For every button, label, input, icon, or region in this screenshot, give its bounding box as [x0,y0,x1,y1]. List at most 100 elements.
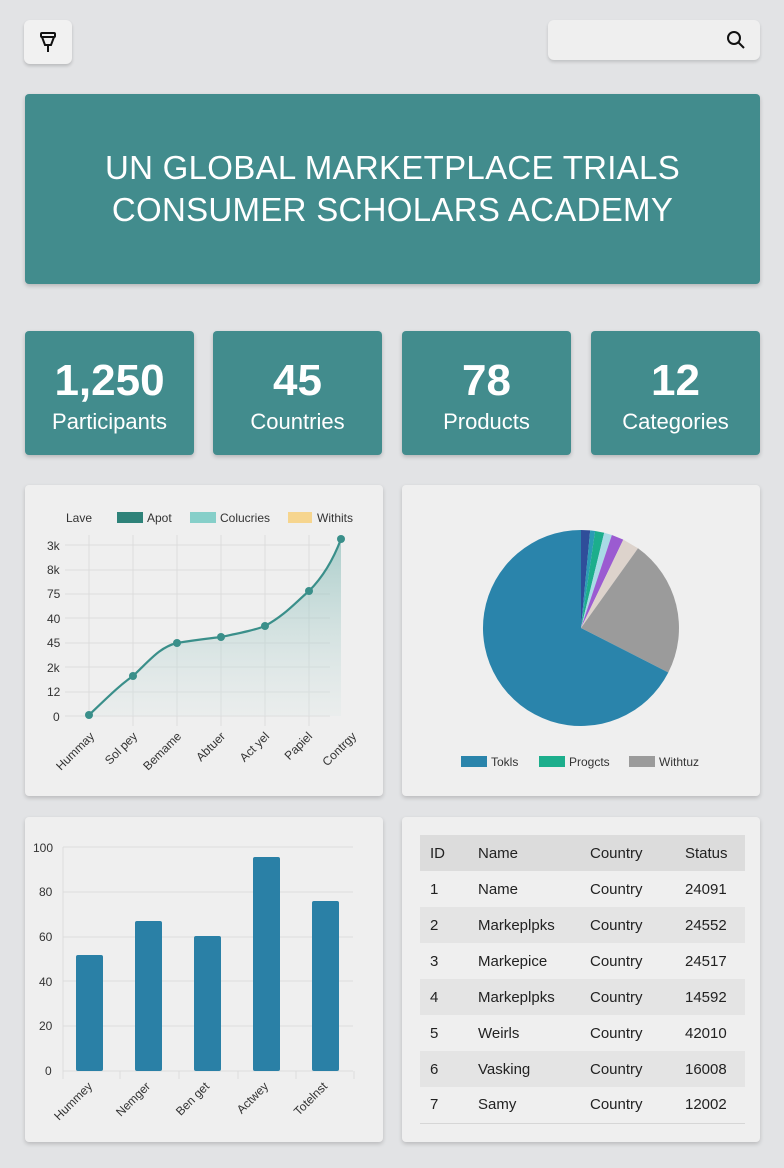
cell-name: Markeplpks [468,979,580,1015]
cell-name: Name [478,880,519,898]
y-tick: 20 [39,1019,53,1033]
legend-label: Colucries [220,511,270,525]
x-label: Totelnst [291,1079,331,1119]
table-row[interactable]: 6 Vasking Country 16008 [420,1051,745,1087]
column-header-status[interactable]: Status [675,835,745,871]
cell-status: 16008 [675,1051,745,1087]
cell-country: Country [580,907,675,943]
cell-id: 1 [430,880,439,898]
legend-swatch [190,512,216,523]
table-header-row: ID Name Country Status [420,835,745,871]
x-label: Bemame [140,729,184,773]
cell-status: 24091 [685,880,727,898]
stat-value: 1,250 [54,356,165,405]
search-icon[interactable] [726,30,746,50]
search-input[interactable] [558,28,718,52]
y-tick: 12 [47,685,61,699]
cell-status: 12002 [675,1087,745,1124]
y-tick: 40 [39,975,53,989]
legend-swatch [629,756,655,767]
x-label: Papiel [282,729,315,762]
stat-card-categories: 12 Categories [591,331,760,455]
pie-chart: Tokls Progcts Withtuz [461,530,699,769]
cell-country: Country [580,1051,675,1087]
table-row[interactable]: 7 Samy Country 12002 [420,1087,745,1124]
table-card: ID Name Country Status 1 Name Country 24… [402,817,760,1142]
column-header-country[interactable]: Country [580,835,675,871]
legend-label: Tokls [491,755,518,769]
table-row[interactable]: 5 Weirls Country 42010 [420,1015,745,1051]
table-row[interactable]: 2 Markeplpks Country 24552 [420,907,745,943]
column-header-name[interactable]: Name [468,835,580,871]
y-tick: 75 [47,587,61,601]
bar [312,901,339,1071]
x-label: Contrgy [320,729,360,769]
stat-card-countries: 45 Countries [213,331,382,455]
legend-label: Progcts [569,755,610,769]
stat-label: Countries [250,409,345,434]
y-tick: 0 [53,710,60,724]
cell-name: Samy [468,1087,580,1124]
x-label: Abtuer [193,729,228,764]
legend-label: Withits [317,511,353,525]
cell-name: Weirls [478,1024,520,1042]
cell-country: Country [590,880,643,898]
legend-label: Apot [147,511,172,525]
x-label: Sol pey [102,729,140,767]
pie-chart-card: Tokls Progcts Withtuz [402,485,760,796]
line-chart: Lave Apot Colucries Withits 3k 8k 75 40 … [47,511,360,773]
table-row[interactable]: 4 Markeplpks Country 14592 [420,979,745,1015]
cell-name: Vasking [468,1051,580,1087]
cell-id: 7 [420,1087,468,1124]
title-banner: UN GLOBAL MARKETPLACE TRIALS CONSUMER SC… [25,94,760,284]
filter-button[interactable] [24,20,72,64]
legend-label: Withtuz [659,755,699,769]
bar [194,936,221,1071]
table-row[interactable]: 1 Name Country 24091 [420,871,745,907]
stat-card-products: 78 Products [402,331,571,455]
cell-id: 3 [430,952,439,970]
table-row[interactable]: 3 Markepice Country 24517 [420,943,745,979]
bar-chart: 100 80 60 40 20 0 Hummey Nemger Ben get … [33,841,355,1123]
cell-id: 4 [420,979,468,1015]
cell-id: 5 [430,1024,439,1042]
cell-name: Markeplpks [468,907,580,943]
stat-value: 12 [651,356,700,405]
legend-label: Lave [66,511,92,525]
line-chart-card: Lave Apot Colucries Withits 3k 8k 75 40 … [25,485,383,796]
column-header-id[interactable]: ID [420,835,468,871]
legend-swatch [461,756,487,767]
cell-country: Country [590,952,643,970]
y-tick: 2k [47,661,61,675]
legend-swatch [117,512,143,523]
x-label: Ben get [173,1079,213,1119]
cell-id: 2 [420,907,468,943]
bar [253,857,280,1071]
bar-chart-card: 100 80 60 40 20 0 Hummey Nemger Ben get … [25,817,383,1142]
stat-label: Categories [622,409,729,434]
cell-status: 42010 [685,1024,727,1042]
cell-country: Country [590,1024,643,1042]
cell-country: Country [580,1087,675,1124]
cell-status: 24517 [685,952,727,970]
x-label: Actwey [234,1079,271,1116]
x-label: Act yel [237,729,272,764]
y-tick: 8k [47,563,61,577]
y-tick: 3k [47,539,61,553]
y-tick: 45 [47,636,61,650]
y-tick: 60 [39,930,53,944]
legend-swatch [539,756,565,767]
legend-swatch [288,512,312,523]
y-tick: 100 [33,841,53,855]
stat-value: 45 [273,356,322,405]
x-label: Hummay [53,729,97,773]
stat-card-participants: 1,250 Participants [25,331,194,455]
bar [135,921,162,1071]
search-box[interactable] [548,20,760,60]
y-tick: 40 [47,612,61,626]
banner-title-line-2: CONSUMER SCHOLARS ACADEMY [111,191,674,228]
x-label: Hummey [51,1079,95,1123]
stat-label: Products [443,409,530,434]
participants-table: ID Name Country Status 1 Name Country 24… [420,835,745,1124]
bar [76,955,103,1071]
